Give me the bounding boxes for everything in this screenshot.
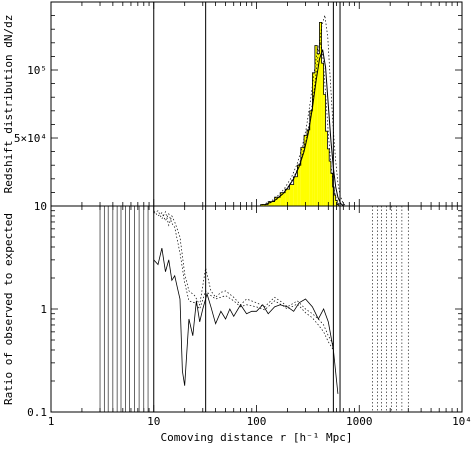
y-tick-label-top: 10: [34, 200, 47, 213]
histogram-bar: [274, 197, 281, 206]
histogram-bar: [330, 173, 333, 206]
histogram-bar: [317, 53, 320, 206]
bottom-panel-plot: [99, 206, 409, 412]
histogram-bar: [312, 72, 315, 206]
top-panel-plot: [260, 15, 346, 206]
x-tick-label: 1000: [346, 415, 373, 428]
x-axis-label: Comoving distance r [h⁻¹ Mpc]: [160, 431, 352, 444]
histogram-bar: [304, 135, 307, 206]
lower-envelope-line: [262, 41, 342, 206]
histogram-bar: [289, 184, 294, 206]
histogram-bar: [300, 147, 305, 206]
top-panel-frame: [50, 1, 463, 207]
histogram-outline: [260, 22, 340, 206]
histogram-bar: [309, 110, 313, 206]
histogram-bar: [280, 192, 286, 206]
y-tick-label-bottom: 0.1: [27, 406, 47, 419]
x-tick-label: 1: [48, 415, 55, 428]
histogram-bar: [319, 22, 322, 206]
histogram-bar: [268, 201, 275, 206]
y-tick-label-top: 10⁵: [27, 64, 47, 77]
histogram-bar: [337, 204, 339, 206]
y-axis-label-bottom: Ratio of observed to expected: [2, 213, 15, 405]
histogram-bar: [321, 63, 324, 206]
histogram-bar: [285, 189, 290, 206]
histogram-bar: [297, 165, 301, 206]
histogram-bar: [260, 204, 269, 206]
histogram-bar: [334, 195, 336, 206]
histogram-bar: [293, 176, 298, 206]
ratio-series-dotted-1: [153, 210, 334, 345]
y-tick-label-top: 5×10⁴: [14, 132, 47, 145]
y-axis-label-top: Redshift distribution dN/dz: [2, 15, 15, 194]
histogram-bar: [314, 45, 318, 206]
histogram-bar: [323, 94, 326, 206]
histogram-bar: [306, 129, 310, 206]
histogram-bar: [325, 131, 328, 206]
histogram-bar: [327, 148, 330, 206]
x-tick-label: 10: [147, 415, 160, 428]
ratio-series-dotted-2: [153, 210, 334, 351]
y-tick-label-bottom: 1: [40, 303, 47, 316]
x-tick-label: 100: [247, 415, 267, 428]
upper-envelope-line: [266, 15, 346, 206]
histogram-bar: [329, 161, 331, 206]
x-tick-label: 10⁴: [452, 415, 472, 428]
ratio-series-solid-0: [153, 248, 339, 394]
